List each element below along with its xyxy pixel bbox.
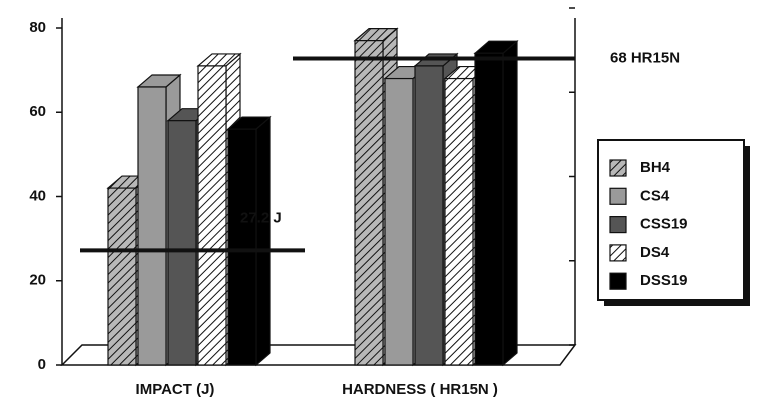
bar-front (384, 77, 414, 366)
legend-label: CS4 (640, 187, 670, 204)
legend-swatch (609, 244, 627, 262)
bar-front (227, 128, 257, 366)
legend-swatch (609, 159, 627, 177)
y-tick-label: 60 (29, 103, 46, 120)
legend-label: DSS19 (640, 272, 688, 289)
bar (226, 115, 272, 367)
annotation: 27.2 J (240, 209, 282, 226)
legend-label: BH4 (640, 159, 671, 176)
legend-label: DS4 (640, 244, 670, 261)
bar-front (167, 120, 197, 366)
bar-front (474, 52, 504, 366)
y-tick-label: 20 (29, 272, 46, 289)
legend-swatch (609, 272, 627, 290)
y-tick-label: 80 (29, 19, 46, 36)
y-tick-label: 40 (29, 187, 46, 204)
bar (473, 39, 519, 367)
bar-side (502, 39, 518, 367)
bar-front (414, 65, 444, 366)
bar-front (354, 40, 384, 366)
x-tick-label: IMPACT (J) (136, 381, 215, 398)
bar-front (444, 77, 474, 366)
legend-label: CSS19 (640, 216, 688, 233)
legend-swatch (609, 216, 627, 234)
bar-front (197, 65, 227, 366)
bar-side (255, 115, 271, 367)
bar-front (107, 187, 137, 366)
bar-front (137, 86, 167, 366)
legend-swatch (609, 187, 627, 205)
y-tick-label: 0 (38, 356, 46, 373)
x-tick-label: HARDNESS ( HR15N ) (342, 381, 498, 398)
annotation: 68 HR15N (610, 50, 680, 67)
